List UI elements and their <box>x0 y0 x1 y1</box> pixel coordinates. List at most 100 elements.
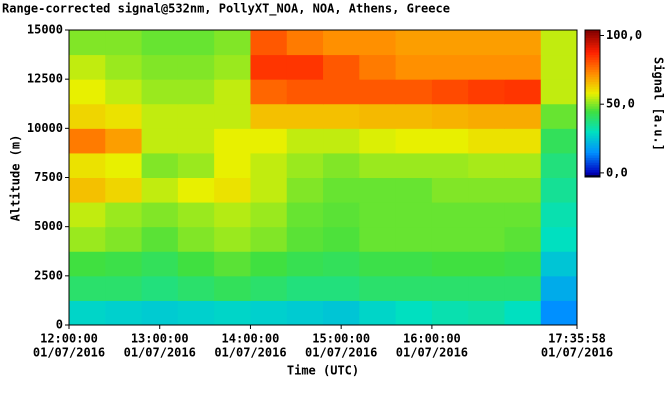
heatmap-cell <box>250 128 288 154</box>
colorbar-swatch <box>585 44 600 48</box>
heatmap-cell <box>250 177 288 203</box>
heatmap-cell <box>395 177 433 203</box>
heatmap-cell <box>69 251 106 277</box>
heatmap-cell <box>214 177 251 203</box>
heatmap-cell <box>431 79 469 105</box>
colorbar-swatch <box>585 42 600 46</box>
colorbar-swatch <box>585 86 600 90</box>
heatmap-cell <box>359 128 397 154</box>
heatmap-cell <box>504 251 542 277</box>
heatmap-cell <box>69 152 106 178</box>
colorbar-swatch <box>585 66 600 70</box>
heatmap-cell <box>177 275 215 301</box>
heatmap-cell <box>359 79 397 105</box>
heatmap-cell <box>177 202 215 228</box>
heatmap-cell <box>540 152 577 178</box>
heatmap-cell <box>177 177 215 203</box>
heatmap-cell <box>214 54 251 80</box>
x-axis-label: Time (UTC) <box>287 364 359 378</box>
heatmap-cell <box>395 30 433 56</box>
heatmap-cell <box>359 103 397 129</box>
colorbar-swatch <box>585 154 600 158</box>
heatmap-cell <box>250 54 288 80</box>
colorbar-swatch <box>585 172 600 176</box>
y-tick-label: 10000 <box>27 121 63 135</box>
heatmap-cell <box>69 30 106 56</box>
colorbar-swatch <box>585 174 600 178</box>
y-tick-label: 2500 <box>34 268 63 282</box>
colorbar-swatch <box>585 123 600 127</box>
colorbar-swatch <box>585 71 600 75</box>
heatmap-cell <box>250 30 288 56</box>
heatmap-cell <box>286 226 324 252</box>
heatmap-cell <box>286 79 324 105</box>
heatmap-cell <box>395 226 433 252</box>
heatmap-cell <box>359 54 397 80</box>
heatmap-cell <box>286 152 324 178</box>
heatmap-cell <box>105 103 143 129</box>
heatmap-cell <box>323 275 360 301</box>
heatmap <box>69 30 577 325</box>
heatmap-cell <box>504 275 542 301</box>
colorbar-swatch <box>585 91 600 95</box>
colorbar-swatch <box>585 150 600 153</box>
y-tick-label: 15000 <box>27 23 63 37</box>
colorbar-swatch <box>585 32 600 36</box>
heatmap-cell <box>540 79 577 105</box>
heatmap-cell <box>141 54 179 80</box>
heatmap-cell <box>214 226 251 252</box>
heatmap-cell <box>468 202 505 228</box>
heatmap-cell <box>250 300 288 325</box>
heatmap-cell <box>504 128 542 154</box>
heatmap-cell <box>431 275 469 301</box>
x-tick-label: 16:00:00 <box>403 332 461 346</box>
heatmap-cell <box>468 275 505 301</box>
colorbar-label: Signal [a.u.] <box>652 57 666 151</box>
heatmap-cell <box>69 177 106 203</box>
heatmap-cell <box>540 226 577 252</box>
heatmap-cell <box>468 177 505 203</box>
y-axis-label: Altitude (m) <box>9 135 23 222</box>
heatmap-cell <box>359 300 397 325</box>
x-tick-label: 13:00:00 <box>131 332 189 346</box>
heatmap-cell <box>105 202 143 228</box>
colorbar: 100,0 50,0 0,0 <box>584 28 642 179</box>
colorbar-swatch <box>585 47 600 51</box>
colorbar-swatch <box>585 98 600 102</box>
heatmap-cell <box>359 275 397 301</box>
heatmap-cell <box>431 226 469 252</box>
colorbar-swatch <box>585 101 600 104</box>
heatmap-cell <box>431 128 469 154</box>
heatmap-cell <box>286 30 324 56</box>
colorbar-tick-label: 0,0 <box>606 165 628 179</box>
colorbar-swatch <box>585 120 600 124</box>
heatmap-cell <box>323 251 360 277</box>
heatmap-cell <box>323 30 360 56</box>
colorbar-swatch <box>585 164 600 168</box>
colorbar-swatch <box>585 157 600 161</box>
x-tick-label: 17:35:58 <box>548 332 606 346</box>
x-tick-date: 01/07/2016 <box>124 346 196 360</box>
heatmap-cell <box>177 103 215 129</box>
heatmap-cell <box>250 79 288 105</box>
heatmap-cell <box>69 202 106 228</box>
heatmap-cell <box>431 30 469 56</box>
heatmap-cell <box>105 226 143 252</box>
colorbar-swatch <box>585 39 600 43</box>
heatmap-cell <box>141 275 179 301</box>
heatmap-cell <box>214 103 251 129</box>
heatmap-cell <box>141 152 179 178</box>
colorbar-swatch <box>585 140 600 144</box>
heatmap-cell <box>431 251 469 277</box>
heatmap-cell <box>69 103 106 129</box>
heatmap-cell <box>214 30 251 56</box>
heatmap-cell <box>395 202 433 228</box>
heatmap-cell <box>69 275 106 301</box>
heatmap-cell <box>540 275 577 301</box>
heatmap-cell <box>468 300 505 325</box>
colorbar-swatch <box>585 37 600 41</box>
heatmap-cell <box>504 79 542 105</box>
colorbar-frame <box>584 29 601 178</box>
heatmap-cell <box>105 79 143 105</box>
heatmap-cell <box>323 226 360 252</box>
